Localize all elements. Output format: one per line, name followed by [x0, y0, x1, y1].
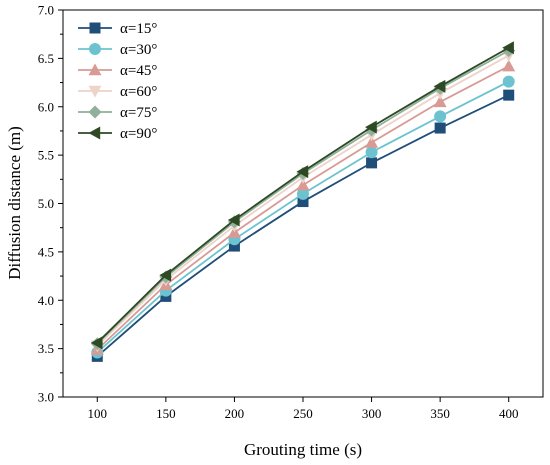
- data-point: [366, 157, 378, 169]
- legend-entry: α=45°: [78, 63, 157, 79]
- legend-label: α=75°: [120, 105, 157, 121]
- series-6: [90, 41, 514, 350]
- y-tick-label: 5.0: [38, 196, 54, 211]
- data-point: [365, 146, 378, 159]
- legend-label: α=45°: [120, 63, 157, 79]
- y-axis-label: Diffusion distance (m): [5, 126, 24, 280]
- legend-label: α=90°: [120, 126, 157, 142]
- y-tick-label: 3.5: [38, 341, 54, 356]
- series-3: [90, 59, 516, 355]
- data-point: [503, 89, 515, 101]
- series-layer: [90, 41, 516, 362]
- legend-label: α=60°: [120, 84, 157, 100]
- data-point: [296, 165, 309, 179]
- series-line: [96, 94, 510, 358]
- legend-entry: α=90°: [78, 126, 157, 142]
- data-point: [502, 59, 516, 72]
- y-tick-label: 3.0: [38, 390, 54, 405]
- y-tick-label: 7.0: [38, 3, 54, 18]
- y-tick-label: 5.5: [38, 148, 54, 163]
- data-point: [227, 213, 240, 227]
- y-tick-label: 4.0: [38, 293, 54, 308]
- y-tick-label: 6.0: [38, 99, 54, 114]
- legend-marker: [88, 126, 101, 140]
- data-point: [433, 95, 447, 108]
- data-point: [502, 41, 514, 55]
- data-point: [502, 75, 515, 88]
- data-point: [434, 122, 446, 134]
- series-line: [96, 80, 510, 354]
- legend-label: α=15°: [120, 21, 157, 37]
- data-point: [297, 196, 309, 208]
- legend-marker: [88, 63, 102, 76]
- x-tick-label: 300: [362, 406, 382, 421]
- x-tick-label: 200: [225, 406, 245, 421]
- legend-marker: [88, 85, 102, 98]
- data-point: [297, 187, 309, 200]
- data-point: [434, 110, 447, 123]
- legend-marker: [89, 43, 101, 55]
- axes: 100 150 200 250 300 350 400 3.0 3.5 4.0 4.5 5.0 5.5 6…: [38, 3, 519, 422]
- data-point: [433, 79, 446, 93]
- x-axis-label: Grouting time (s): [244, 440, 362, 459]
- x-tick-label: 150: [156, 406, 176, 421]
- x-tick-label: 350: [430, 406, 450, 421]
- series-line: [96, 65, 510, 351]
- data-point: [365, 136, 379, 148]
- data-point: [365, 120, 377, 134]
- legend-marker: [89, 22, 101, 34]
- legend: α=15° α=30° α=45° α=60° α=75° α=90°: [78, 21, 157, 142]
- data-point: [296, 178, 310, 191]
- legend-label: α=30°: [120, 42, 157, 58]
- y-tick-label: 4.5: [38, 244, 54, 259]
- legend-entry: α=60°: [78, 84, 157, 100]
- x-tick-label: 100: [88, 406, 108, 421]
- legend-entry: α=75°: [78, 105, 157, 121]
- data-point: [228, 240, 240, 252]
- legend-entry: α=15°: [78, 21, 157, 37]
- data-point: [90, 336, 103, 350]
- legend-entry: α=30°: [78, 42, 157, 58]
- x-tick-label: 400: [499, 406, 519, 421]
- legend-marker: [88, 105, 102, 119]
- x-tick-label: 250: [293, 406, 313, 421]
- y-tick-label: 6.5: [38, 51, 54, 66]
- data-point: [159, 268, 172, 282]
